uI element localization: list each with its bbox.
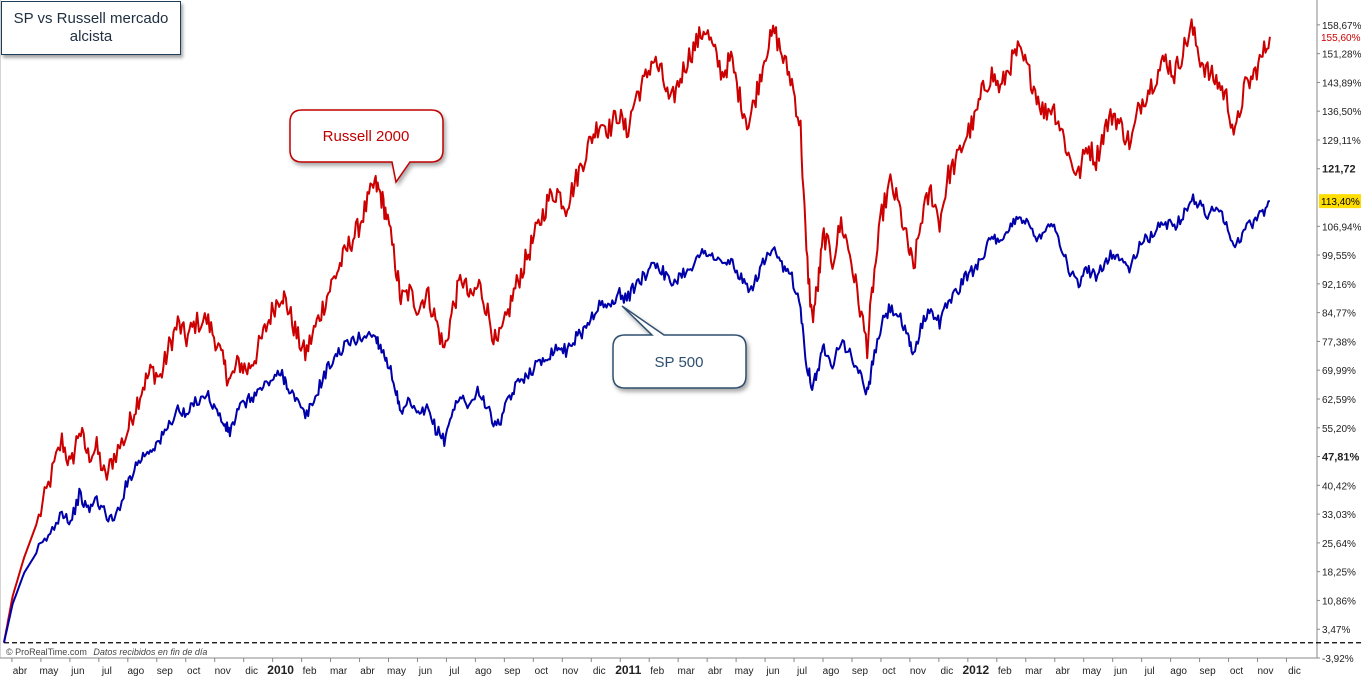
- y-tick-label: 99,55%: [1322, 251, 1356, 262]
- y-tick-label: 10,86%: [1322, 596, 1356, 607]
- sp-500-line: [3, 193, 1270, 643]
- x-tick-label: ago: [1170, 666, 1187, 677]
- y-tick-label: 25,64%: [1322, 539, 1356, 550]
- y-tick-label: 47,81%: [1322, 452, 1360, 464]
- y-tick-label: 151,28%: [1322, 50, 1361, 61]
- y-tick-label: 33,03%: [1322, 510, 1356, 521]
- x-tick-label: ago: [475, 666, 492, 677]
- russell-last-value-tag: [1319, 29, 1361, 44]
- y-tick-label: 129,11%: [1322, 136, 1361, 147]
- y-tick-label: 55,20%: [1322, 424, 1356, 435]
- y-tick-label: -3,92%: [1322, 654, 1354, 665]
- x-tick-label: sep: [852, 666, 869, 677]
- x-tick-label: dic: [245, 666, 258, 677]
- y-tick-label: 92,16%: [1322, 280, 1356, 291]
- sp-callout-bubble: [612, 305, 747, 389]
- footer-brand: © ProRealTime.com: [6, 647, 87, 657]
- x-tick-label: jun: [765, 666, 779, 677]
- x-tick-label: jun: [1113, 666, 1127, 677]
- x-tick-label: abr: [708, 666, 723, 677]
- x-tick-label: nov: [1257, 666, 1273, 677]
- x-tick-label: 2012: [962, 663, 989, 677]
- x-tick-label: abr: [13, 666, 28, 677]
- x-tick-label: oct: [1230, 666, 1244, 677]
- sp-last-value-label: 113,40%: [1321, 197, 1360, 208]
- x-tick-label: feb: [303, 666, 317, 677]
- x-tick-label: feb: [650, 666, 664, 677]
- russell-callout-bubble: [289, 109, 444, 184]
- x-tick-label: jul: [101, 666, 112, 677]
- y-tick-label: 69,99%: [1322, 366, 1356, 377]
- x-tick-label: jul: [448, 666, 459, 677]
- y-tick-label: 3,47%: [1322, 625, 1350, 636]
- x-tick-label: dic: [593, 666, 606, 677]
- footer: © ProRealTime.com Datos recibidos en fin…: [6, 647, 207, 657]
- x-tick-label: dic: [940, 666, 953, 677]
- y-tick-label: 40,42%: [1322, 481, 1356, 492]
- x-tick-label: nov: [215, 666, 231, 677]
- x-tick-label: mar: [330, 666, 348, 677]
- x-tick-label: nov: [910, 666, 926, 677]
- x-tick-label: may: [387, 666, 406, 677]
- x-tick-label: may: [39, 666, 58, 677]
- x-tick-label: oct: [187, 666, 201, 677]
- sp-callout-label: SP 500: [655, 354, 704, 371]
- x-tick-label: dic: [1288, 666, 1301, 677]
- y-tick-label: 121,72: [1322, 164, 1356, 176]
- x-tick-label: mar: [1025, 666, 1043, 677]
- chart-title: SP vs Russell mercado alcista: [1, 1, 181, 55]
- y-tick-label: 136,50%: [1322, 107, 1361, 118]
- x-tick-label: abr: [360, 666, 375, 677]
- y-tick-label: 158,67%: [1322, 21, 1361, 32]
- x-tick-label: sep: [1200, 666, 1217, 677]
- x-tick-label: sep: [157, 666, 174, 677]
- footer-note: Datos recibidos en fin de día: [93, 647, 208, 657]
- x-tick-label: ago: [823, 666, 840, 677]
- x-tick-label: 2010: [267, 663, 294, 677]
- x-tick-label: oct: [535, 666, 549, 677]
- y-tick-label: 84,77%: [1322, 309, 1356, 320]
- y-tick-label: 18,25%: [1322, 568, 1356, 579]
- x-tick-label: jun: [70, 666, 84, 677]
- x-tick-label: 2011: [615, 663, 641, 677]
- x-tick-label: may: [735, 666, 754, 677]
- x-tick-label: mar: [678, 666, 696, 677]
- sp-last-value-tag: [1319, 194, 1361, 209]
- x-tick-label: jul: [1144, 666, 1155, 677]
- chart-title-text: SP vs Russell mercado alcista: [13, 10, 169, 45]
- x-tick-label: oct: [882, 666, 896, 677]
- x-tick-label: jul: [796, 666, 807, 677]
- russell-last-value-label: 155,60%: [1321, 33, 1361, 44]
- russell-callout-label: Russell 2000: [323, 128, 410, 145]
- y-tick-label: 106,94%: [1322, 222, 1361, 233]
- x-tick-label: nov: [562, 666, 578, 677]
- x-tick-label: abr: [1056, 666, 1071, 677]
- x-tick-label: feb: [998, 666, 1012, 677]
- y-tick-label: 62,59%: [1322, 395, 1356, 406]
- russell-2000-line: [3, 18, 1271, 643]
- x-tick-label: sep: [504, 666, 521, 677]
- x-tick-label: jun: [418, 666, 432, 677]
- x-tick-label: ago: [127, 666, 144, 677]
- y-tick-label: 77,38%: [1322, 337, 1356, 348]
- y-tick-label: 143,89%: [1322, 78, 1361, 89]
- x-tick-label: may: [1082, 666, 1101, 677]
